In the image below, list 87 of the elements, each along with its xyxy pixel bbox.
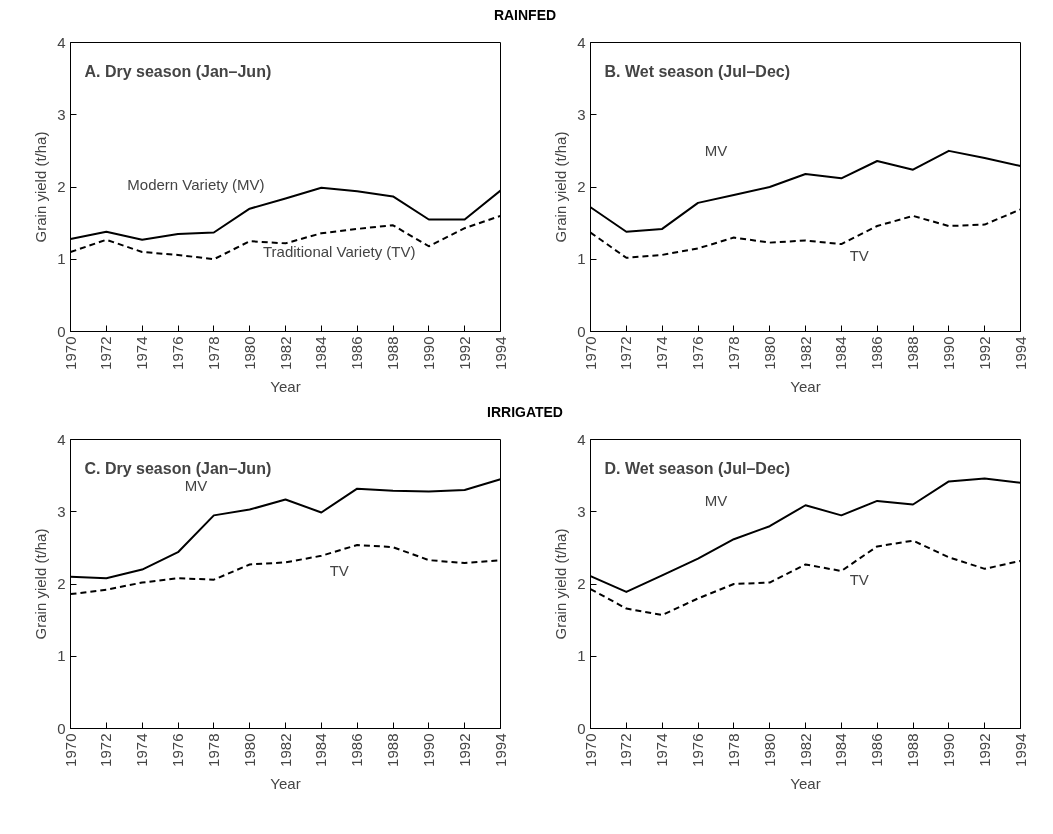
x-tick-label: 1978 — [724, 336, 742, 370]
text: MV — [704, 141, 728, 159]
x-tick-label: 1976 — [169, 336, 186, 370]
x-tick-label: 1978 — [204, 733, 222, 767]
x-tick-label: 1974 — [133, 733, 151, 767]
x-tick-label: 1972 — [617, 336, 635, 370]
y-tick-label: 4 — [577, 430, 586, 448]
x-tick-label: 1992 — [455, 336, 473, 370]
x-tick-label: 1978 — [204, 336, 222, 370]
y-axis-title: Grain yield (t/ha) — [32, 131, 50, 243]
y-tick-label: 1 — [57, 647, 66, 665]
x-tick-label: 1980 — [760, 336, 778, 370]
x-tick-label: 1990 — [419, 336, 437, 370]
line-series — [590, 208, 1021, 259]
x-tick-label: 1982 — [796, 336, 814, 370]
x-tick-label: 1976 — [689, 336, 706, 370]
x-axis-title: Year — [270, 377, 301, 395]
y-axis-title: Grain yield (t/ha) — [552, 528, 570, 640]
x-tick-label: 1984 — [312, 733, 330, 767]
x-tick-label: 1994 — [1011, 733, 1029, 767]
x-tick-label: 1980 — [240, 336, 258, 370]
y-tick-label: 3 — [577, 502, 586, 520]
series-label: TV — [329, 562, 349, 580]
x-tick-label: 1972 — [97, 733, 115, 767]
x-tick-label: 1972 — [97, 336, 115, 370]
x-tick-label: 1982 — [276, 733, 294, 767]
x-tick-label: 1990 — [939, 336, 957, 370]
y-tick-label: 1 — [577, 250, 586, 268]
y-tick-label: 1 — [57, 250, 66, 268]
x-tick-label: 1994 — [491, 733, 509, 767]
x-tick-label: 1976 — [689, 733, 706, 767]
x-tick-label: 1994 — [1011, 336, 1029, 370]
x-axis-title: Year — [270, 774, 301, 792]
text: RAINFED — [493, 6, 557, 25]
y-tick-label: 3 — [57, 105, 66, 123]
x-tick-label: 1992 — [975, 336, 993, 370]
y-tick-label: 3 — [577, 105, 586, 123]
x-tick-label: 1988 — [904, 336, 921, 370]
y-tick-label: 3 — [57, 502, 66, 520]
x-tick-label: 1984 — [312, 336, 330, 370]
x-tick-label: 1974 — [653, 336, 671, 370]
y-tick-label: 2 — [57, 575, 66, 592]
x-axis-title: Year — [790, 377, 821, 395]
x-tick-label: 1986 — [348, 733, 366, 767]
series-label: MV — [184, 476, 208, 494]
x-tick-label: 1982 — [276, 336, 294, 370]
x-tick-label: 1982 — [796, 733, 814, 767]
text: MV — [704, 491, 728, 509]
x-tick-label: 1990 — [939, 733, 957, 767]
y-axis-title: Grain yield (t/ha) — [552, 131, 570, 243]
x-tick-label: 1986 — [348, 336, 366, 370]
x-tick-label: 1988 — [904, 733, 921, 767]
text: A. Dry season (Jan–Jun) — [84, 62, 272, 80]
x-tick-label: 1978 — [724, 733, 742, 767]
x-tick-label: 1980 — [760, 733, 778, 767]
x-tick-label: 1976 — [169, 733, 186, 767]
x-axis-title: Year — [790, 774, 821, 792]
x-tick-label: 1990 — [419, 733, 437, 767]
text: D. Wet season (Jul–Dec) — [604, 459, 791, 477]
series-label: TV — [849, 570, 869, 588]
x-tick-label: 1974 — [133, 336, 151, 370]
x-tick-label: 1994 — [491, 336, 509, 370]
x-tick-label: 1988 — [384, 336, 401, 370]
y-tick-label: 2 — [577, 575, 586, 592]
x-tick-label: 1986 — [868, 733, 886, 767]
x-tick-label: 1984 — [832, 733, 850, 767]
y-tick-label: 4 — [57, 430, 66, 448]
x-tick-label: 1986 — [868, 336, 886, 370]
series-label: Modern Variety (MV) — [127, 176, 265, 194]
y-tick-label: 4 — [57, 33, 66, 51]
x-tick-label: 1988 — [384, 733, 401, 767]
text: B. Wet season (Jul–Dec) — [604, 62, 791, 80]
y-axis-title: Grain yield (t/ha) — [32, 528, 50, 640]
x-tick-label: 1992 — [455, 733, 473, 767]
series-label: TV — [849, 247, 869, 265]
x-tick-label: 1992 — [975, 733, 993, 767]
y-tick-label: 1 — [577, 647, 586, 665]
y-tick-label: 4 — [577, 33, 586, 51]
x-tick-label: 1972 — [617, 733, 635, 767]
x-tick-label: 1974 — [653, 733, 671, 767]
text: IRRIGATED — [487, 403, 563, 422]
x-tick-label: 1984 — [832, 336, 850, 370]
y-tick-label: 2 — [57, 178, 66, 195]
x-tick-label: 1980 — [240, 733, 258, 767]
text: C. Dry season (Jan–Jun) — [84, 459, 272, 477]
series-label: Traditional Variety (TV) — [262, 243, 416, 261]
y-tick-label: 2 — [577, 178, 586, 195]
